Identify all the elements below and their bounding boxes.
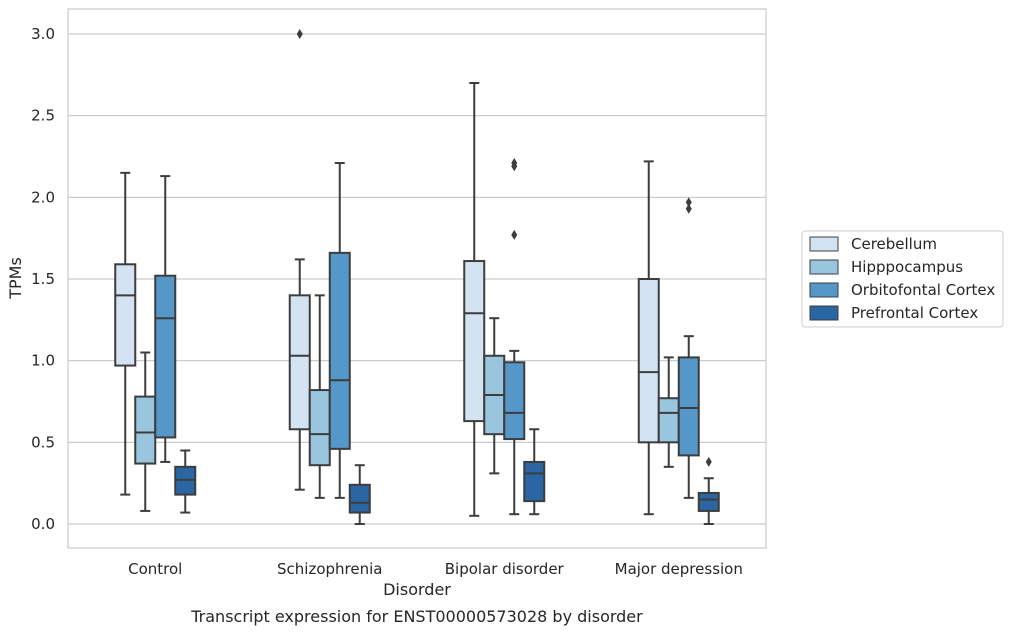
x-tick-label: Major depression: [615, 560, 743, 578]
box: [523, 460, 546, 503]
box-group: [288, 29, 371, 525]
legend-item: Hipppocampus: [809, 258, 963, 276]
outlier-point: [705, 456, 712, 467]
legend: Cerebellum Hipppocampus Orbitofontal Corte…: [801, 230, 1004, 328]
y-tick-label: 0.5: [31, 433, 55, 451]
outlier-point: [296, 29, 303, 39]
x-axis-label: Disorder: [383, 580, 451, 599]
box: [308, 389, 331, 467]
y-tick-label: 1.0: [31, 352, 55, 370]
legend-item: Cerebellum: [809, 235, 937, 253]
legend-item: Orbitofontal Cortex: [809, 281, 995, 299]
legend-swatch: [809, 282, 839, 298]
y-tick-label: 1.5: [31, 270, 55, 288]
y-tick-label: 0.0: [31, 515, 55, 533]
legend-label: Orbitofontal Cortex: [851, 281, 995, 299]
legend-frame: [801, 230, 1004, 328]
box: [114, 263, 137, 367]
box: [657, 397, 680, 444]
box: [328, 251, 351, 450]
y-axis-label: TPMs: [6, 257, 25, 300]
box-group: [114, 171, 197, 514]
legend-label: Cerebellum: [851, 235, 937, 253]
legend-item: Prefrontal Cortex: [809, 304, 978, 322]
box: [288, 294, 311, 431]
legend-label: Hipppocampus: [851, 258, 963, 276]
x-tick-label: Schizophrenia: [277, 560, 382, 578]
box: [154, 274, 177, 439]
x-tick-label: Control: [128, 560, 182, 578]
legend-swatch: [809, 236, 839, 252]
grid-lines: [68, 33, 766, 525]
outlier-point: [511, 158, 518, 169]
y-tick-label: 2.0: [31, 188, 55, 206]
outlier-point: [685, 203, 692, 214]
box-group: [637, 160, 720, 525]
box: [503, 361, 526, 441]
y-tick-label: 2.5: [31, 107, 55, 125]
box: [637, 278, 660, 444]
legend-swatch: [809, 259, 839, 275]
box-group: [463, 82, 546, 517]
y-tick-label: 3.0: [31, 25, 55, 43]
outlier-point: [685, 197, 692, 208]
chart-caption: Transcript expression for ENST0000057302…: [190, 607, 643, 626]
plot-frame: [67, 8, 767, 549]
outlier-point: [511, 229, 518, 240]
box-groups: [114, 29, 720, 525]
box: [697, 491, 720, 512]
y-tick-labels: 0.0 0.5 1.0 1.5 2.0 2.5 3.0: [31, 25, 55, 533]
box: [677, 356, 700, 457]
legend-swatch: [809, 305, 839, 321]
box: [348, 483, 371, 514]
x-tick-label: Bipolar disorder: [445, 560, 565, 578]
x-tick-labels: Control Schizophrenia Bipolar disorder Majo…: [128, 560, 743, 578]
legend-label: Prefrontal Cortex: [851, 304, 978, 322]
box: [134, 395, 157, 465]
box: [463, 260, 486, 423]
